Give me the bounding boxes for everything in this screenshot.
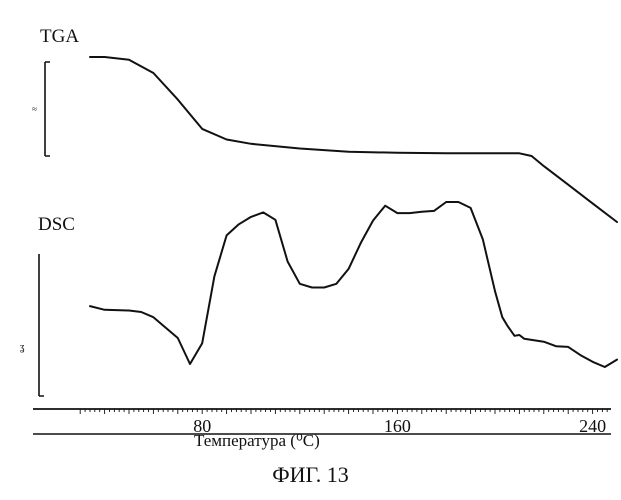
- dsc-scale-bar: ʓ: [20, 254, 44, 396]
- x-tick-label: 240: [579, 416, 606, 436]
- tga-curve: [90, 57, 617, 222]
- figure-caption: ФИГ. 13: [0, 462, 621, 488]
- svg-text:≈: ≈: [32, 104, 37, 114]
- svg-text:ʓ: ʓ: [20, 342, 25, 353]
- dsc-label: DSC: [38, 214, 75, 235]
- tga-label: TGA: [40, 26, 79, 47]
- tga-scale-bar: ≈: [32, 62, 50, 156]
- dsc-curve: [90, 202, 617, 367]
- x-tick-label: 160: [384, 416, 411, 436]
- x-axis-label: Температура (⁰C): [194, 431, 320, 450]
- x-axis: [33, 409, 611, 434]
